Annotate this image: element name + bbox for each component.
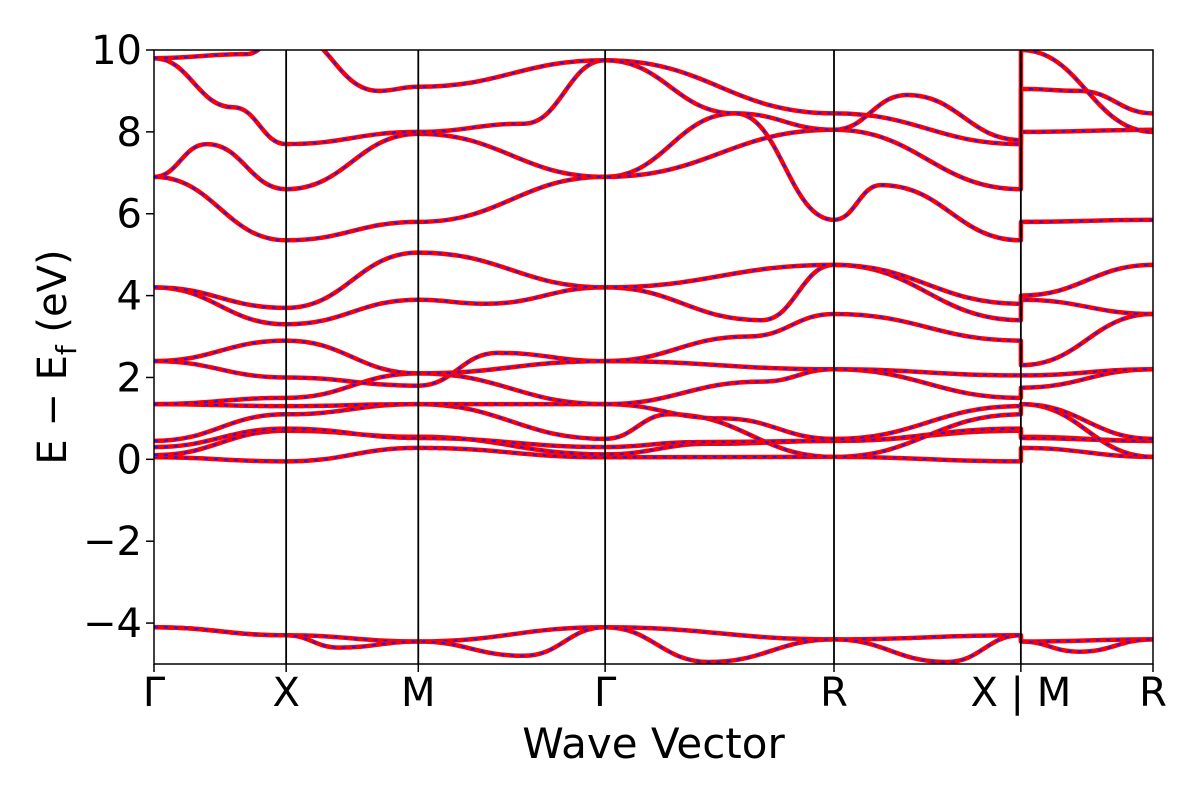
band-12-line <box>154 250 1153 311</box>
x-axis-label: Wave Vector <box>522 719 785 768</box>
band-7 <box>154 401 1153 442</box>
x-tick-label: M <box>401 670 436 716</box>
band-13 <box>154 111 1153 243</box>
y-tick-label: 6 <box>117 192 142 238</box>
band-12-dashed <box>154 251 1153 309</box>
x-tick-label: X | M <box>970 670 1071 716</box>
band-9-dashed <box>154 351 1153 387</box>
x-axis-ticks: Γ X M Γ R X | M R <box>143 664 1167 716</box>
x-tick-label: Γ <box>594 670 617 716</box>
y-tick-label: 0 <box>117 437 142 483</box>
band-16 <box>154 50 1153 143</box>
band-9 <box>154 350 1153 388</box>
y-axis-label-main: E − E <box>30 355 76 465</box>
band-7-line <box>154 401 1153 442</box>
band-12 <box>154 250 1153 311</box>
band-15 <box>154 55 1153 147</box>
band-13-dashed <box>154 112 1153 242</box>
band-13-line <box>154 111 1153 243</box>
band-3-dashed <box>154 446 1153 463</box>
band-16-dashed <box>154 50 1153 142</box>
y-tick-label: 2 <box>117 355 142 401</box>
band-11 <box>154 262 1153 327</box>
band-2 <box>154 624 1153 664</box>
x-tick-label: R <box>820 670 848 716</box>
plot-frame <box>153 49 1154 665</box>
y-axis-label-subscript: f <box>50 344 83 355</box>
kpoint-lines <box>285 50 1022 664</box>
x-tick-label: Γ <box>143 670 166 716</box>
band-15-dashed <box>154 57 1153 146</box>
x-tick-label: X <box>272 670 299 716</box>
band-16-line <box>154 50 1153 143</box>
band-15-line <box>154 55 1153 147</box>
y-tick-label: 8 <box>117 110 142 156</box>
y-tick-label: 4 <box>117 274 142 320</box>
band-11-dashed <box>154 263 1153 326</box>
y-axis-ticks: 10 8 6 4 2 0 −2 −4 <box>83 28 154 647</box>
bands-layer <box>154 50 1153 664</box>
y-axis-label: E − Ef (eV) <box>30 249 83 464</box>
y-axis-label-unit: (eV) <box>30 249 76 345</box>
y-tick-label: 10 <box>91 28 142 74</box>
band-9-line <box>154 350 1153 388</box>
x-tick-label: R <box>1139 670 1167 716</box>
band-2-line <box>154 624 1153 664</box>
y-tick-label: −2 <box>83 519 142 565</box>
y-tick-label: −4 <box>83 601 142 647</box>
